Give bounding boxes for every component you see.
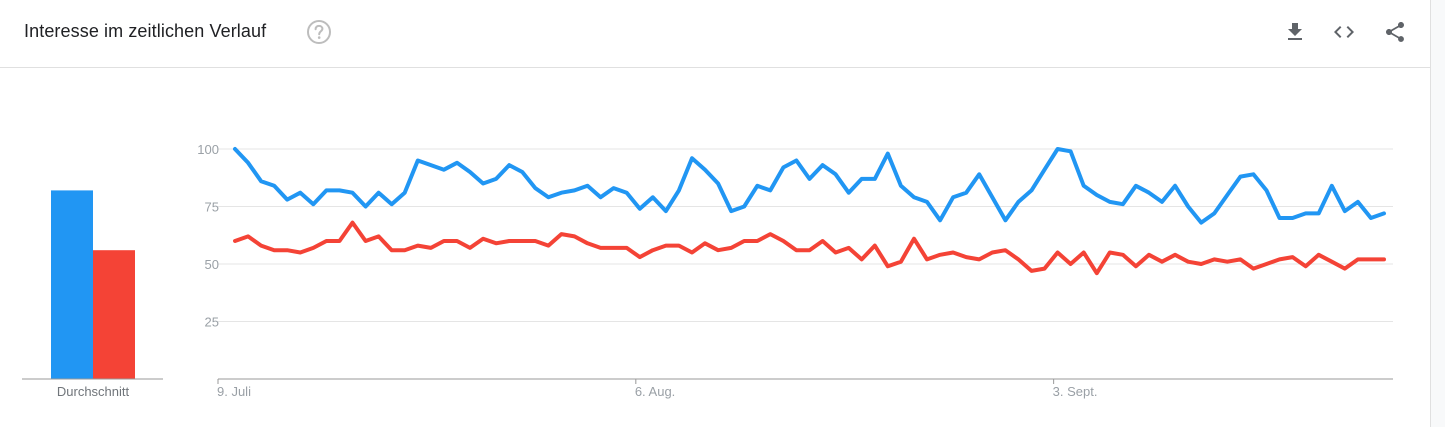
average-label: Durchschnitt (57, 384, 130, 399)
page-edge (1431, 0, 1445, 427)
series-line-1 (233, 147, 1386, 225)
x-tick-label: 6. Aug. (635, 384, 675, 399)
code-icon[interactable] (1332, 20, 1356, 44)
y-tick-label: 75 (205, 200, 219, 215)
help-circle-icon[interactable] (306, 19, 332, 45)
share-icon[interactable] (1383, 20, 1407, 44)
y-tick-label: 100 (197, 142, 219, 157)
download-icon[interactable] (1283, 20, 1307, 44)
card-title: Interesse im zeitlichen Verlauf (24, 21, 267, 41)
x-tick-label: 3. Sept. (1053, 384, 1098, 399)
y-tick-label: 25 (205, 315, 219, 330)
y-tick-label: 50 (205, 257, 219, 272)
average-bar (51, 190, 93, 379)
series-line-2 (233, 220, 1386, 276)
x-tick-label: 9. Juli (217, 384, 251, 399)
average-bar (93, 250, 135, 379)
card-header: Interesse im zeitlichen Verlauf (0, 0, 1430, 68)
